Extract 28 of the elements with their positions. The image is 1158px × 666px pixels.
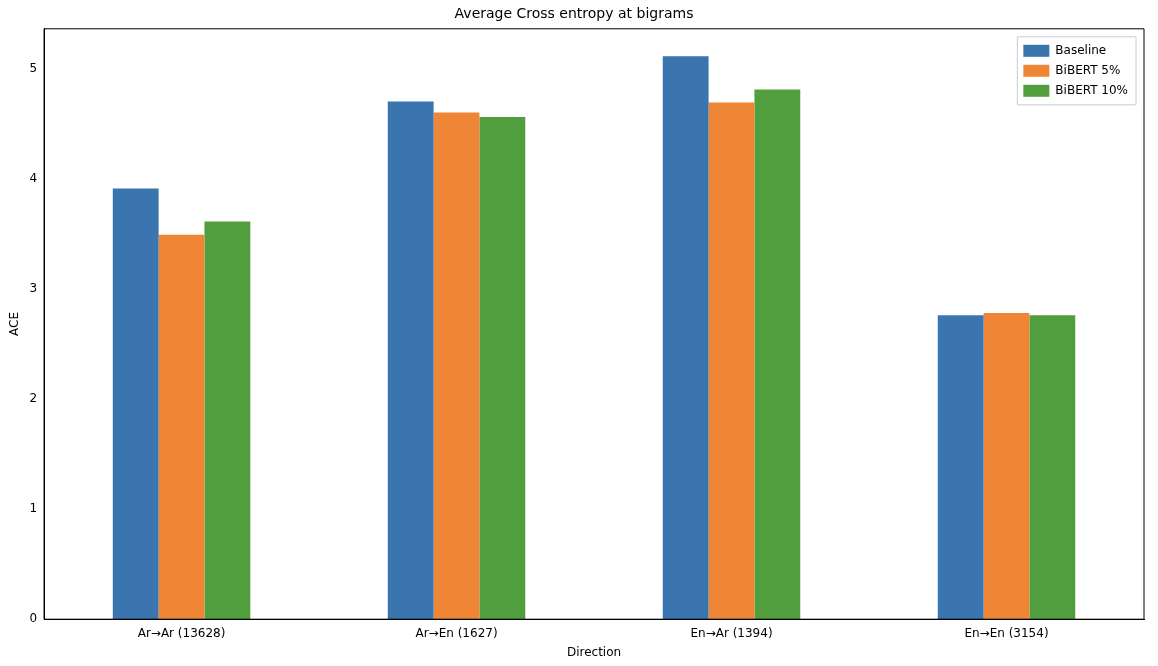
legend-label: BiBERT 5% — [1055, 62, 1121, 77]
bar — [662, 56, 709, 620]
bar — [158, 234, 205, 620]
y-tick-label: 0 — [29, 611, 38, 626]
bar — [708, 102, 755, 620]
bar — [433, 112, 480, 620]
bar — [479, 116, 526, 620]
x-tick-label: Ar→En (1627) — [415, 625, 498, 640]
x-tick-label: En→En (3154) — [964, 625, 1049, 640]
bar — [983, 312, 1030, 620]
bar — [204, 221, 251, 620]
x-tick-label: En→Ar (1394) — [690, 625, 773, 640]
bar — [937, 315, 984, 620]
y-tick-label: 4 — [29, 170, 38, 185]
bar — [387, 101, 434, 620]
legend-label: Baseline — [1055, 42, 1107, 57]
bar — [112, 188, 159, 620]
y-tick-label: 5 — [29, 60, 38, 75]
chart-title: Average Cross entropy at bigrams — [454, 5, 694, 22]
x-axis-title: Direction — [566, 644, 622, 659]
y-axis-title: ACE — [7, 312, 22, 336]
legend-label: BiBERT 10% — [1055, 82, 1129, 97]
y-tick-label: 3 — [29, 280, 38, 295]
bar — [1029, 315, 1076, 620]
y-tick-label: 2 — [29, 391, 38, 406]
bar — [754, 89, 801, 620]
y-tick-label: 1 — [29, 501, 38, 516]
x-tick-label: Ar→Ar (13628) — [137, 625, 226, 640]
